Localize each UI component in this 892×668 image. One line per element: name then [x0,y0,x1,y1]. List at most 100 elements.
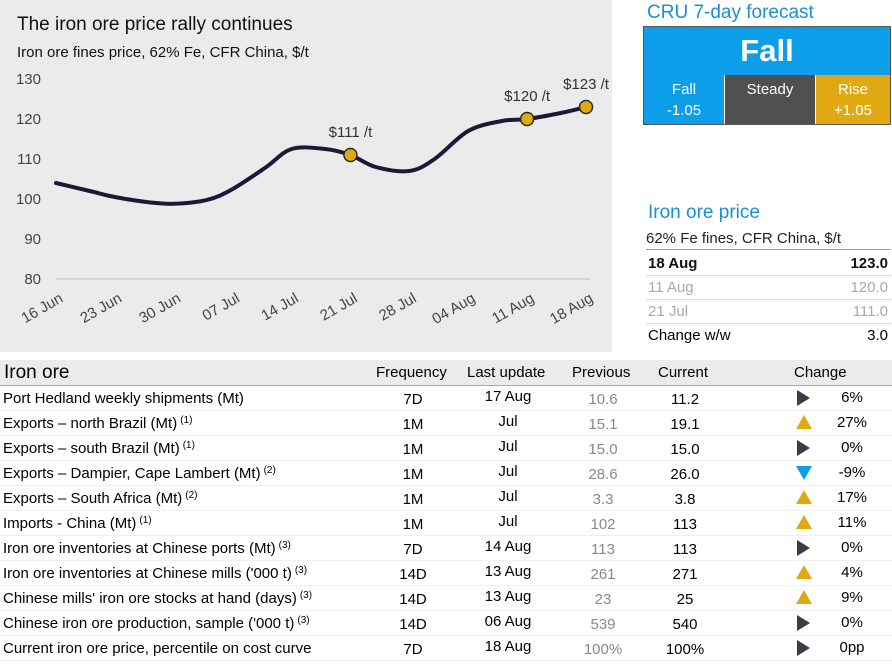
header-change: Change [794,364,847,381]
triangle-right-icon [795,539,813,557]
triangle-down-icon [795,464,813,482]
x-tick-label: 04 Aug [429,290,478,328]
row-label-text: Current iron ore price, percentile on co… [3,640,312,657]
row-previous: 10.6 [588,391,618,408]
chart-subtitle: Iron ore fines price, 62% Fe, CFR China,… [17,44,309,61]
row-change: 27% [836,414,868,431]
forecast-rise-label: Rise [837,81,868,98]
row-previous: 28.6 [588,466,618,483]
price-row: 11 Aug 120.0 [646,276,891,300]
price-row: 18 Aug 123.0 [646,252,891,276]
price-annotation: $120 /t [504,88,551,105]
row-current: 3.8 [674,491,696,508]
row-label-text: Chinese mills' iron ore stocks at hand (… [3,590,297,607]
chart-panel: 80 90 100 110 120 130 16 Jun 23 Jun 30 Jun 07 Ju… [0,0,612,352]
row-current: 540 [672,616,698,633]
header-current: Current [658,364,709,381]
row-label-text: Exports – south Brazil (Mt) [3,440,180,457]
x-tick-label: 21 Jul [317,290,360,325]
row-footnote: (2) [185,490,198,501]
row-current: 271 [672,566,698,583]
table-row: Exports – south Brazil (Mt) (1) 1M Jul 15.0 1… [0,436,892,461]
row-footnote: (3) [278,540,291,551]
row-label: Port Hedland weekly shipments (Mt) [3,390,247,407]
x-tick-label: 23 Jun [77,290,125,327]
row-frequency: 1M [402,441,424,458]
row-frequency: 14D [399,616,427,633]
chart-title: The iron ore price rally continues [17,14,293,35]
row-previous: 15.0 [588,441,618,458]
row-label: Chinese mills' iron ore stocks at hand (… [3,590,312,607]
price-annotation: $123 /t [563,76,610,93]
price-change-row: Change w/w 3.0 [646,324,891,348]
row-frequency: 14D [399,591,427,608]
forecast-fall-label: Fall [671,81,697,98]
triangle-up-icon [795,564,813,582]
row-frequency: 7D [403,391,423,408]
row-footnote: (1) [139,515,152,526]
row-previous: 102 [590,516,616,533]
row-label: Iron ore inventories at Chinese mills ('… [3,565,307,582]
price-title: Iron ore price [648,202,760,223]
table-header: Iron ore Frequency Last update Previous … [0,360,892,386]
row-previous: 3.3 [592,491,614,508]
row-label-text: Exports – north Brazil (Mt) [3,415,178,432]
row-label: Chinese iron ore production, sample ('00… [3,615,310,632]
row-label: Imports - China (Mt) (1) [3,515,152,532]
table-row: Imports - China (Mt) (1) 1M Jul 102 113 11% [0,511,892,536]
row-label-text: Exports – Dampier, Cape Lambert (Mt) [3,465,261,482]
forecast-fall-value: -1.05 [666,102,702,119]
forecast-direction: Fall [644,27,890,75]
row-change: 11% [837,514,867,531]
row-frequency: 7D [403,641,423,658]
forecast-rise-value: +1.05 [834,102,872,119]
y-tick-label: 120 [16,111,41,128]
forecast-rise-cell: Rise +1.05 [816,75,890,124]
x-tick-label: 14 Jul [258,290,301,325]
row-footnote: (3) [297,615,310,626]
x-tick-label: 11 Aug [489,290,537,328]
row-frequency: 1M [402,416,424,433]
price-row: 21 Jul 111.0 [646,300,891,324]
row-change: 9% [841,589,863,606]
price-change-label: Change w/w [648,327,731,344]
price-subtitle: 62% Fe fines, CFR China, $/t [646,230,891,250]
price-marker [343,147,358,163]
price-date: 11 Aug [648,279,694,296]
row-previous: 100% [583,641,623,658]
row-last-update: 14 Aug [484,538,532,555]
y-tick-label: 110 [17,151,41,168]
header-previous: Previous [572,364,631,381]
row-last-update: 13 Aug [484,563,532,580]
table-title: Iron ore [4,362,70,383]
row-label-text: Iron ore inventories at Chinese mills ('… [3,565,292,582]
row-label-text: Exports – South Africa (Mt) [3,490,183,507]
price-series-line [54,105,588,206]
row-change: 4% [841,564,863,581]
row-change: 0% [841,539,863,556]
table-row: Exports – South Africa (Mt) (2) 1M Jul 3.3 3.… [0,486,892,511]
x-tick-label: 16 Jun [18,290,66,327]
row-frequency: 7D [403,541,423,558]
row-change: 0pp [839,639,865,656]
row-last-update: 17 Aug [484,388,532,405]
row-last-update: Jul [498,488,518,505]
price-marker [578,99,594,115]
forecast-steady-cell: Steady [725,75,815,124]
triangle-up-icon [795,489,813,507]
row-last-update: Jul [498,413,518,430]
table-row: Port Hedland weekly shipments (Mt) 7D 17 A… [0,386,892,411]
row-last-update: Jul [498,463,518,480]
x-tick-label: 18 Aug [547,290,596,328]
row-label-text: Iron ore inventories at Chinese ports (M… [3,540,276,557]
row-last-update: 06 Aug [484,613,532,630]
row-frequency: 1M [402,516,424,533]
table-row: Exports – north Brazil (Mt) (1) 1M Jul 15.1 1… [0,411,892,436]
x-tick-label: 07 Jul [199,290,242,325]
y-tick-label: 80 [24,271,41,288]
triangle-up-icon [795,414,813,432]
row-current: 25 [676,591,694,608]
row-label-text: Chinese iron ore production, sample ('00… [3,615,295,632]
row-current: 100% [665,641,705,658]
row-label: Exports – South Africa (Mt) (2) [3,490,197,507]
